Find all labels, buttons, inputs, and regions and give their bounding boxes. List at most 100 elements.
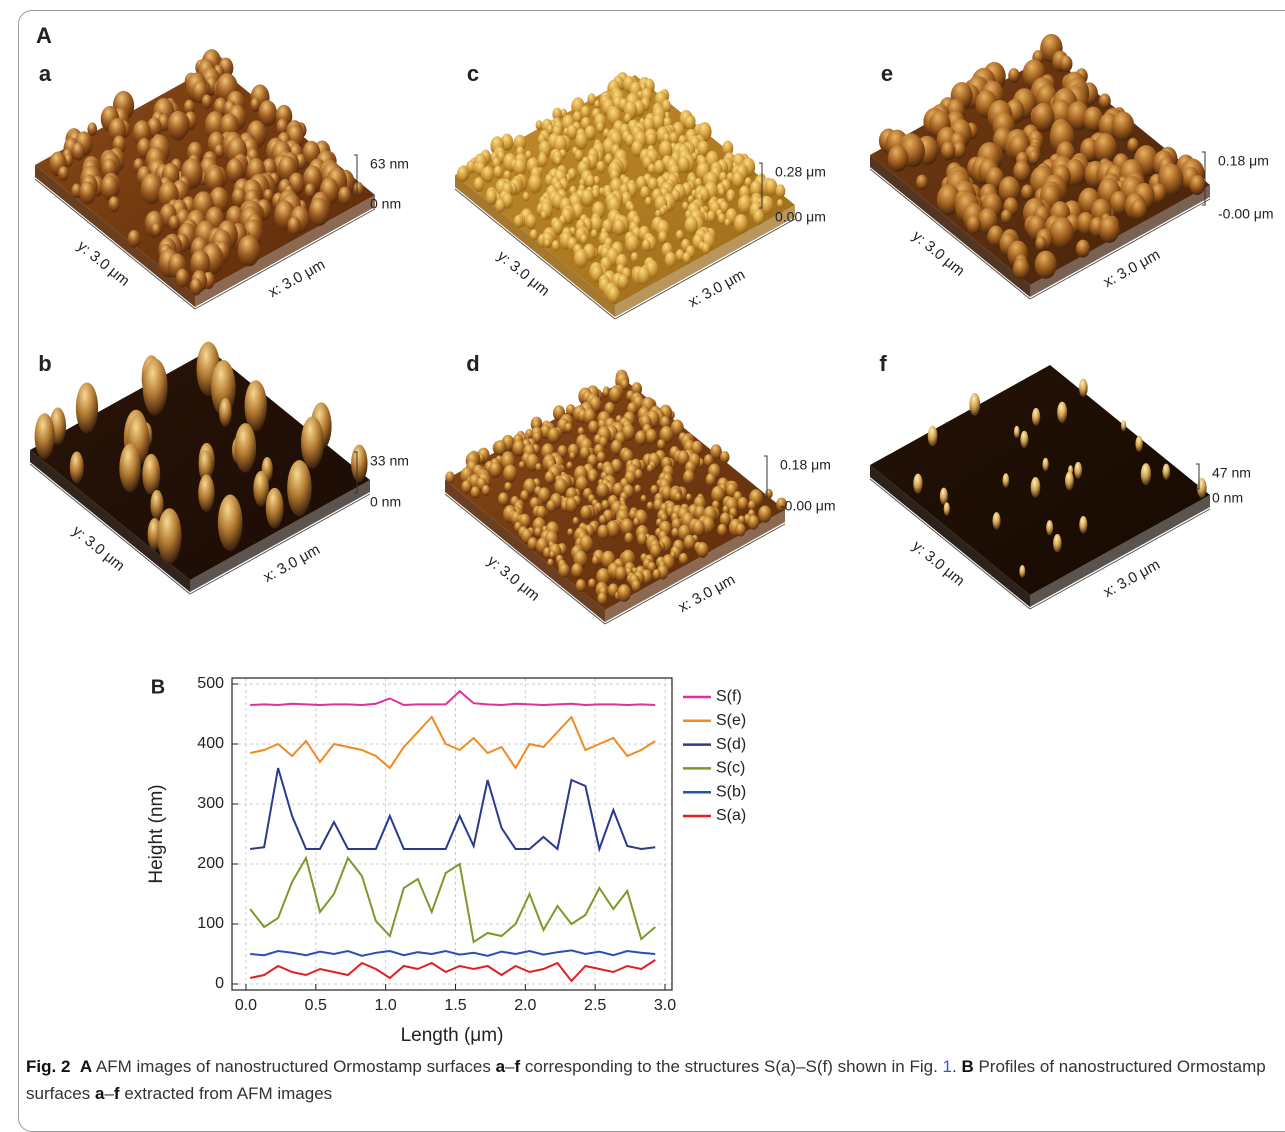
- afm-side: [35, 165, 195, 307]
- x-tick-label: 0.0: [235, 997, 257, 1014]
- afm-peak: [546, 499, 557, 513]
- x-tick-label: 1.0: [375, 997, 397, 1014]
- afm-peak: [691, 440, 703, 456]
- caption-text: –: [104, 1084, 114, 1103]
- afm-edge: [29, 463, 191, 595]
- afm-peak: [696, 542, 709, 558]
- afm-peak: [522, 192, 530, 202]
- afm-peak: [1008, 68, 1020, 83]
- afm-peak: [717, 523, 727, 537]
- afm-edge: [189, 493, 371, 595]
- afm-peak: [498, 492, 509, 507]
- afm-peak: [528, 174, 542, 194]
- x-axis-label: x: 3.0 μm: [1101, 246, 1163, 291]
- afm-peak: [547, 558, 554, 567]
- afm-peak: [722, 140, 734, 157]
- afm-peak: [927, 425, 938, 447]
- series-line: [250, 767, 656, 853]
- afm-peak: [596, 122, 605, 134]
- afm-peak: [495, 198, 506, 213]
- caption: Fig. 2 A AFM images of nanostructured Or…: [26, 1053, 1271, 1107]
- afm-peak: [590, 229, 598, 239]
- afm-peak: [607, 286, 620, 305]
- caption-text: a: [495, 1057, 506, 1076]
- afm-peak: [481, 166, 494, 183]
- panel-letter: b: [38, 351, 51, 376]
- z-scale-bar: [764, 455, 768, 498]
- afm-peak: [1130, 199, 1147, 220]
- afm-peak: [620, 379, 629, 391]
- afm-peak: [100, 175, 119, 201]
- afm-peak: [265, 487, 284, 529]
- z-scale-bar: [1196, 463, 1200, 490]
- afm-peak: [649, 543, 662, 559]
- afm-peak: [645, 132, 657, 148]
- afm-peak: [677, 450, 690, 467]
- afm-peak: [678, 552, 689, 565]
- afm-peak: [776, 497, 787, 512]
- caption-text: [70, 1057, 79, 1076]
- panel-letter: c: [467, 61, 479, 86]
- afm-peak: [587, 93, 596, 106]
- afm-bumps: [445, 369, 787, 605]
- afm-peak: [75, 382, 99, 434]
- afm-edge: [604, 523, 786, 625]
- afm-peak: [584, 125, 596, 141]
- afm-peak: [647, 177, 658, 192]
- afm-peak: [513, 158, 527, 177]
- afm-peak: [1065, 471, 1074, 491]
- afm-peak: [647, 561, 656, 573]
- afm-peak: [596, 160, 606, 174]
- afm-peak: [601, 499, 610, 511]
- caption-text: a: [94, 1084, 105, 1103]
- afm-peak: [737, 496, 749, 511]
- afm-peak: [887, 145, 909, 172]
- afm-peak: [776, 199, 784, 208]
- afm-peak: [753, 209, 765, 225]
- afm-peak: [596, 568, 611, 586]
- afm-peak: [645, 429, 658, 445]
- afm-peak: [1013, 425, 1020, 439]
- afm-peak: [217, 494, 243, 551]
- afm-peak: [142, 358, 168, 416]
- afm-peak: [617, 274, 629, 290]
- x-tick-label: 2.0: [514, 997, 536, 1014]
- afm-peak: [581, 189, 594, 207]
- afm-peak: [655, 209, 662, 219]
- panel-letter: e: [881, 61, 893, 86]
- afm-peak: [1135, 435, 1143, 452]
- z-scale-bar: [759, 162, 763, 209]
- afm-peak: [1074, 461, 1083, 479]
- panel-letter: d: [466, 351, 479, 376]
- afm-peak: [569, 452, 576, 461]
- y-tick-label: 100: [197, 915, 224, 932]
- afm-peak: [671, 527, 680, 538]
- afm-peak: [79, 181, 96, 205]
- afm-peak: [733, 214, 748, 234]
- afm-peak: [1079, 516, 1088, 534]
- afm-peak: [1059, 55, 1073, 73]
- afm-peak: [641, 239, 651, 252]
- afm-peak: [1162, 463, 1171, 480]
- plot-frame: [231, 677, 673, 991]
- afm-peak: [520, 490, 529, 502]
- series-line: [250, 949, 656, 957]
- x-axis-label: x: 3.0 μm: [261, 541, 323, 586]
- afm-peak: [913, 473, 923, 494]
- afm-peak: [697, 140, 709, 158]
- afm-peak: [525, 150, 532, 160]
- afm-peak: [566, 124, 578, 140]
- afm-side: [1030, 185, 1210, 297]
- afm-peak: [630, 252, 639, 263]
- caption-text: corresponding to the structures S(a)–S(f…: [520, 1057, 943, 1076]
- afm-peak: [594, 100, 601, 109]
- afm-peak: [58, 166, 69, 182]
- afm-peak: [588, 578, 596, 589]
- panel-label: A: [36, 23, 52, 48]
- afm-peak: [554, 156, 562, 166]
- afm-bumps: [49, 49, 364, 296]
- caption-text[interactable]: 1: [942, 1057, 953, 1076]
- afm-peak: [718, 187, 725, 197]
- afm-peak: [1057, 401, 1068, 424]
